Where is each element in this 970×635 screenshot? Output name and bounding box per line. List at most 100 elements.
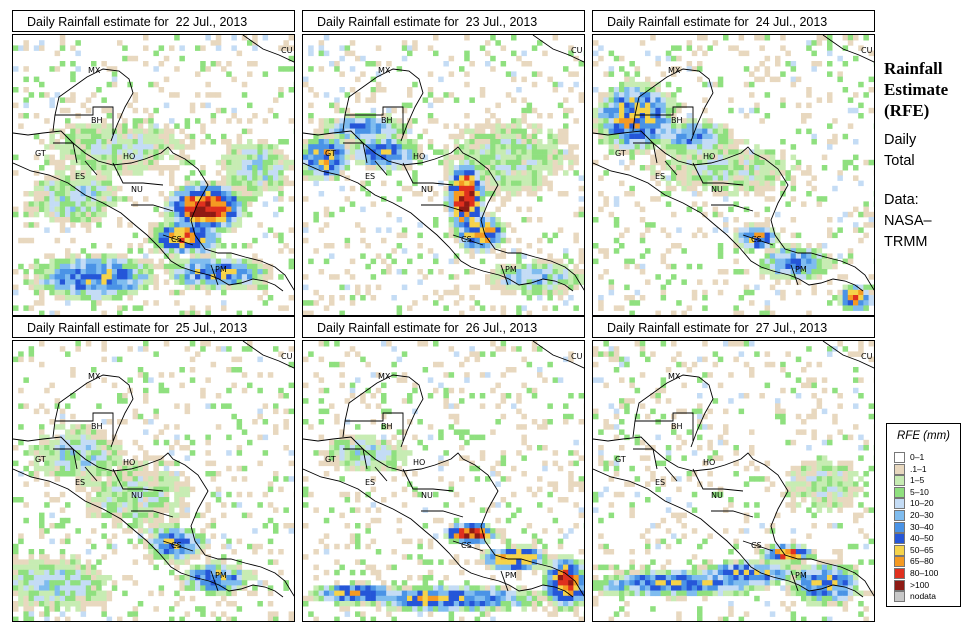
map-label-gt: GT — [35, 149, 46, 158]
map-label-cu: CU — [861, 352, 873, 361]
map-label-mx: MX — [378, 66, 391, 75]
map-label-gt: GT — [35, 455, 46, 464]
panel-title: Daily Rainfall estimate for 22 Jul., 201… — [12, 10, 295, 32]
coastline — [53, 106, 219, 286]
map-label-nu: NU — [421, 185, 433, 194]
coastline — [593, 436, 874, 597]
coastline — [342, 374, 424, 448]
map-label-bh: BH — [91, 422, 103, 431]
map-label-es: ES — [75, 478, 85, 487]
map-label-ho: HO — [703, 152, 715, 161]
map-label-mx: MX — [668, 372, 681, 381]
product-title: Rainfall Estimate (RFE) — [884, 58, 948, 121]
legend-label: nodata — [910, 591, 936, 602]
map-label-es: ES — [365, 172, 375, 181]
legend-swatch — [894, 556, 905, 568]
panel-title: Daily Rainfall estimate for 24 Jul., 201… — [592, 10, 875, 32]
period-text: Daily Total — [884, 130, 916, 172]
coastline — [13, 468, 284, 598]
rainfall-map: MX BH GT HO ES NU CS PM CU — [302, 34, 585, 316]
map-label-mx: MX — [378, 372, 391, 381]
coastline — [53, 412, 219, 592]
legend-label: 0–1 — [910, 452, 925, 462]
map-label-pm: PM — [505, 265, 517, 274]
rainfall-panel-27-jul: Daily Rainfall estimate for 27 Jul., 201… — [592, 316, 875, 622]
legend-swatch — [894, 486, 905, 498]
rainfall-map: MX BH GT HO ES NU CS PM CU — [592, 340, 875, 622]
map-label-mx: MX — [88, 372, 101, 381]
legend-item: 65–80 — [894, 556, 958, 568]
legend-item: 30–40 — [894, 521, 958, 534]
legend-swatch — [894, 510, 905, 521]
coastline — [633, 106, 799, 286]
coastline — [13, 436, 294, 597]
map-label-gt: GT — [325, 455, 336, 464]
map-label-bh: BH — [671, 422, 683, 431]
map-label-ho: HO — [413, 152, 425, 161]
map-label-es: ES — [655, 172, 665, 181]
coastline — [632, 68, 714, 142]
coastline — [632, 374, 714, 448]
coastline — [532, 341, 584, 369]
map-label-pm: PM — [795, 571, 807, 580]
legend-item: 40–50 — [894, 533, 958, 545]
product-title-line: Estimate — [884, 80, 949, 99]
map-label-ho: HO — [123, 458, 135, 467]
map-label-pm: PM — [505, 571, 517, 580]
legend-swatch — [894, 498, 905, 510]
legend-label: 1–5 — [910, 475, 925, 486]
map-label-gt: GT — [325, 149, 336, 158]
coastline — [303, 130, 584, 291]
legend-swatch — [894, 544, 905, 556]
legend-item: .1–1 — [894, 463, 958, 476]
legend-item: 50–65 — [894, 544, 958, 557]
coastline — [343, 412, 509, 592]
legend-label: 10–20 — [910, 498, 934, 509]
rainfall-panel-22-jul: Daily Rainfall estimate for 22 Jul., 201… — [12, 10, 295, 316]
map-label-bh: BH — [381, 422, 393, 431]
map-label-es: ES — [75, 172, 85, 181]
rainfall-map: MX BH GT HO ES NU CS PM CU — [12, 34, 295, 316]
rainfall-map: MX BH GT HO ES NU CS PM CU — [302, 340, 585, 622]
legend-item: 10–20 — [894, 498, 958, 510]
map-label-cu: CU — [281, 352, 293, 361]
legend-swatch — [894, 568, 905, 579]
coastline — [593, 162, 864, 292]
coastline — [822, 341, 874, 369]
legend-swatch — [894, 591, 905, 603]
coastline — [593, 468, 864, 598]
legend-swatch — [894, 521, 905, 533]
product-title-line: (RFE) — [884, 101, 930, 120]
coastline — [52, 68, 134, 142]
panel-title: Daily Rainfall estimate for 23 Jul., 201… — [302, 10, 585, 32]
map-label-nu: NU — [711, 185, 723, 194]
legend-item: 80–100 — [894, 568, 958, 580]
coastline — [242, 341, 294, 369]
map-label-cs: CS — [751, 541, 762, 550]
map-label-cu: CU — [281, 46, 293, 55]
rainfall-panel-23-jul: Daily Rainfall estimate for 23 Jul., 201… — [302, 10, 585, 316]
coastline — [303, 436, 584, 597]
legend-swatch — [894, 475, 905, 487]
map-label-ho: HO — [123, 152, 135, 161]
legend-item: 0–1 — [894, 452, 958, 464]
period-line: Daily — [884, 132, 917, 148]
map-label-pm: PM — [795, 265, 807, 274]
map-label-gt: GT — [615, 149, 626, 158]
legend-swatch — [894, 452, 905, 463]
map-label-nu: NU — [131, 491, 143, 500]
product-title-line: Rainfall — [884, 59, 943, 78]
legend-label: 40–50 — [910, 533, 934, 544]
source-text: Data: NASA– TRMM — [884, 190, 932, 253]
legend-item: 20–30 — [894, 510, 958, 522]
map-label-cu: CU — [571, 352, 583, 361]
map-label-bh: BH — [381, 116, 393, 125]
coastline — [303, 162, 574, 292]
legend-swatch — [894, 533, 905, 545]
legend-label: 65–80 — [910, 556, 934, 567]
legend-label: 80–100 — [910, 568, 939, 578]
map-label-pm: PM — [215, 265, 227, 274]
map-label-es: ES — [365, 478, 375, 487]
coastline — [342, 68, 424, 142]
panel-title: Daily Rainfall estimate for 26 Jul., 201… — [302, 316, 585, 338]
